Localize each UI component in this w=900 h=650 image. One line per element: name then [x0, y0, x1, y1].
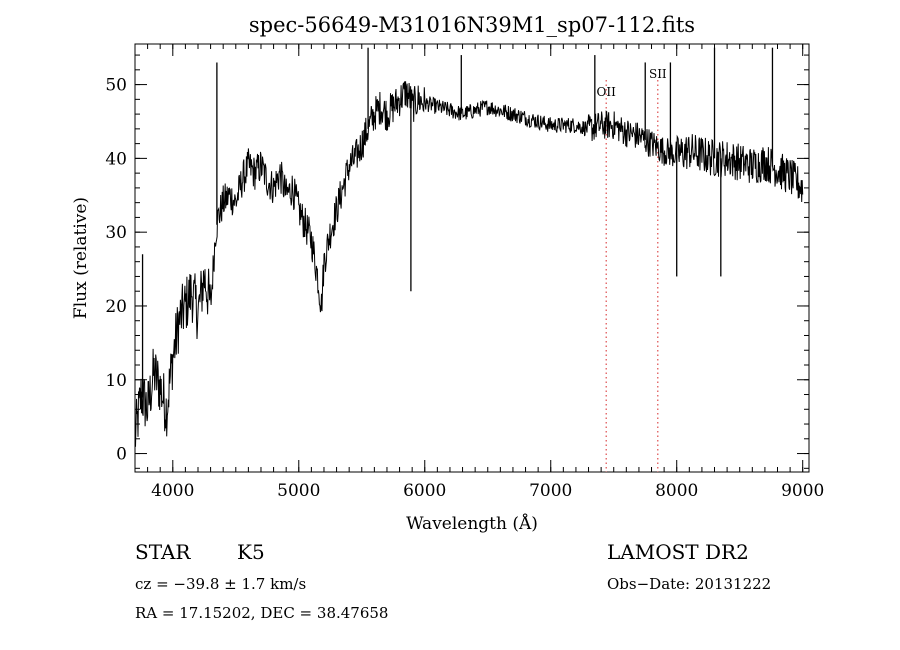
sky-coordinates: RA = 17.15202, DEC = 38.47658	[135, 604, 389, 622]
x-tick-label: 6000	[403, 481, 446, 501]
plot-frame	[134, 43, 810, 473]
y-tick-label: 40	[105, 149, 127, 169]
spectrum-line	[134, 81, 804, 447]
redshift-velocity: cz = −39.8 ± 1.7 km/s	[135, 575, 307, 593]
y-tick-label: 30	[105, 223, 127, 243]
x-tick-label: 7000	[529, 481, 572, 501]
observation-date: Obs−Date: 20131222	[607, 575, 772, 593]
line-label: SII	[649, 67, 667, 81]
line-label: OII	[597, 85, 617, 99]
x-tick-label: 4000	[151, 481, 194, 501]
y-tick-label: 20	[105, 297, 127, 317]
x-tick-label: 9000	[781, 481, 824, 501]
y-axis-title: Flux (relative)	[71, 197, 91, 319]
x-tick-label: 5000	[277, 481, 320, 501]
chart-title: spec-56649-M31016N39M1_sp07-112.fits	[249, 13, 695, 37]
y-tick-label: 50	[105, 76, 127, 96]
x-axis-title: Wavelength (Å)	[406, 513, 538, 534]
y-axis: 0 10 20 30 40 50	[105, 54, 809, 469]
y-tick-label: 0	[116, 445, 127, 465]
x-tick-label: 8000	[655, 481, 698, 501]
object-class: STAR	[135, 540, 191, 564]
survey-name: LAMOST DR2	[607, 540, 749, 564]
y-tick-label: 10	[105, 371, 127, 391]
emission-line-markers: OII SII	[597, 67, 667, 472]
object-subclass: K5	[237, 540, 265, 564]
spectrum-spikes	[141, 47, 774, 398]
x-axis: 4000 5000 6000 7000 8000 9000	[134, 44, 824, 501]
